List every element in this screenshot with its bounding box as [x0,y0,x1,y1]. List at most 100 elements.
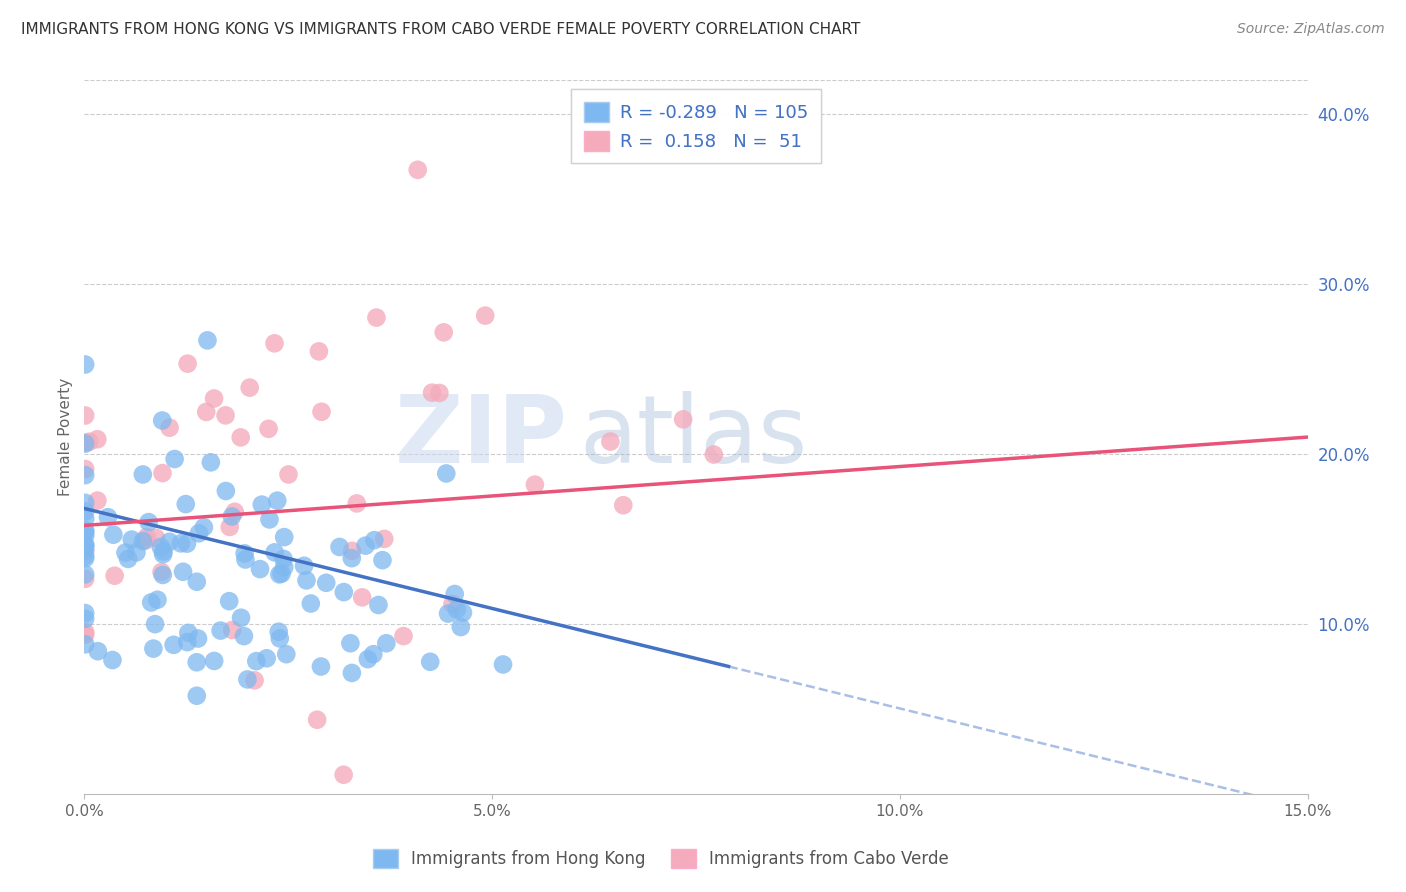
Point [117,552,139,566]
Point [250,498,273,512]
Point [433,326,456,340]
Point [75,551,97,566]
Point [406,162,429,177]
Point [451,606,474,620]
Point [239,381,262,395]
Point [75,468,97,483]
Point [75,549,97,563]
Point [75,524,97,538]
Point [340,551,363,566]
Point [195,405,218,419]
Point [187,632,209,646]
Point [311,405,333,419]
Point [292,558,315,573]
Point [149,540,172,554]
Point [152,466,174,480]
Point [157,534,180,549]
Point [229,430,252,444]
Point [375,636,398,650]
Point [75,625,97,640]
Point [612,498,634,512]
Point [441,597,464,611]
Point [86,493,108,508]
Point [75,538,97,552]
Y-axis label: Female Poverty: Female Poverty [58,378,73,496]
Point [135,530,157,544]
Point [146,592,169,607]
Point [176,536,198,550]
Point [295,574,318,588]
Point [150,565,173,579]
Point [443,587,465,601]
Point [186,655,208,669]
Point [159,420,181,434]
Point [145,531,167,545]
Point [269,567,291,582]
Point [170,536,193,550]
Point [243,673,266,688]
Point [599,434,621,449]
Point [672,412,695,426]
Point [75,572,97,586]
Point [75,544,97,558]
Point [187,526,209,541]
Point [79,434,101,449]
Point [138,515,160,529]
Point [202,392,225,406]
Point [163,452,186,467]
Point [354,539,377,553]
Point [121,533,143,547]
Point [273,530,295,544]
Point [256,651,278,665]
Point [392,629,415,643]
Point [366,310,388,325]
Point [75,512,97,526]
Point [75,358,97,372]
Point [132,467,155,482]
Point [193,520,215,534]
Point [257,422,280,436]
Point [249,562,271,576]
Point [221,623,243,637]
Point [200,455,222,469]
Point [75,528,97,542]
Point [474,309,496,323]
Point [97,510,120,524]
Point [114,545,136,559]
Point [224,505,246,519]
Point [75,612,97,626]
Point [162,638,184,652]
Point [104,568,127,582]
Point [236,673,259,687]
Point [75,496,97,510]
Point [340,544,363,558]
Point [186,689,208,703]
Point [373,532,395,546]
Point [352,591,374,605]
Point [132,534,155,549]
Text: IMMIGRANTS FROM HONG KONG VS IMMIGRANTS FROM CABO VERDE FEMALE POVERTY CORRELATI: IMMIGRANTS FROM HONG KONG VS IMMIGRANTS … [21,22,860,37]
Point [235,552,257,566]
Point [434,467,457,481]
Point [75,628,97,642]
Point [523,477,546,491]
Point [197,334,219,348]
Point [419,655,441,669]
Point [363,647,385,661]
Point [75,435,97,450]
Point [346,496,368,510]
Point [420,385,443,400]
Point [177,626,200,640]
Point [125,545,148,559]
Point [263,545,285,559]
Point [75,436,97,450]
Point [215,483,238,498]
Point [174,497,197,511]
Point [703,448,725,462]
Point [308,344,330,359]
Point [150,413,173,427]
Point [221,509,243,524]
Point [75,606,97,620]
Point [446,602,468,616]
Point [209,624,232,638]
